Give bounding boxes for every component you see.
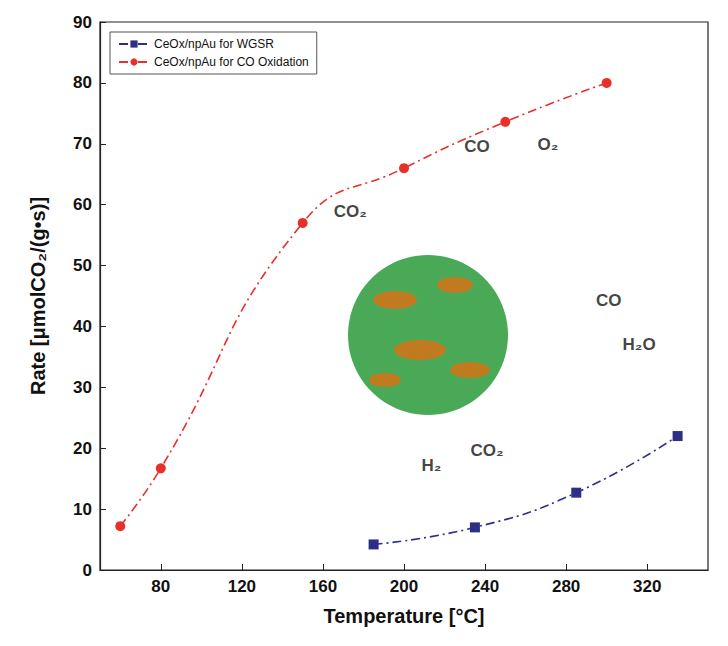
svg-text:80: 80	[73, 73, 92, 92]
svg-text:160: 160	[309, 577, 337, 596]
svg-text:120: 120	[228, 577, 256, 596]
svg-text:H₂: H₂	[421, 456, 441, 475]
svg-text:80: 80	[151, 577, 170, 596]
svg-text:0: 0	[83, 561, 92, 580]
svg-text:CeOx/npAu for CO Oxidation: CeOx/npAu for CO Oxidation	[154, 55, 309, 69]
svg-text:CeOx/npAu for WGSR: CeOx/npAu for WGSR	[154, 37, 274, 51]
svg-text:320: 320	[633, 577, 661, 596]
svg-text:CO: CO	[464, 137, 490, 156]
svg-text:70: 70	[73, 134, 92, 153]
svg-text:CO₂: CO₂	[471, 441, 504, 460]
svg-text:O₂: O₂	[538, 135, 559, 154]
svg-text:90: 90	[73, 13, 92, 32]
svg-text:280: 280	[552, 577, 580, 596]
svg-text:CO: CO	[596, 291, 622, 310]
svg-text:10: 10	[73, 500, 92, 519]
svg-text:CO₂: CO₂	[334, 202, 367, 221]
svg-text:50: 50	[73, 256, 92, 275]
svg-text:30: 30	[73, 378, 92, 397]
svg-text:60: 60	[73, 195, 92, 214]
svg-text:Temperature [°C]: Temperature [°C]	[324, 605, 485, 627]
svg-text:200: 200	[390, 577, 418, 596]
svg-text:H₂O: H₂O	[623, 335, 656, 354]
svg-text:240: 240	[471, 577, 499, 596]
svg-text:Rate [μmolCO₂/(g•s)]: Rate [μmolCO₂/(g•s)]	[27, 197, 49, 395]
svg-text:40: 40	[73, 317, 92, 336]
svg-text:20: 20	[73, 439, 92, 458]
